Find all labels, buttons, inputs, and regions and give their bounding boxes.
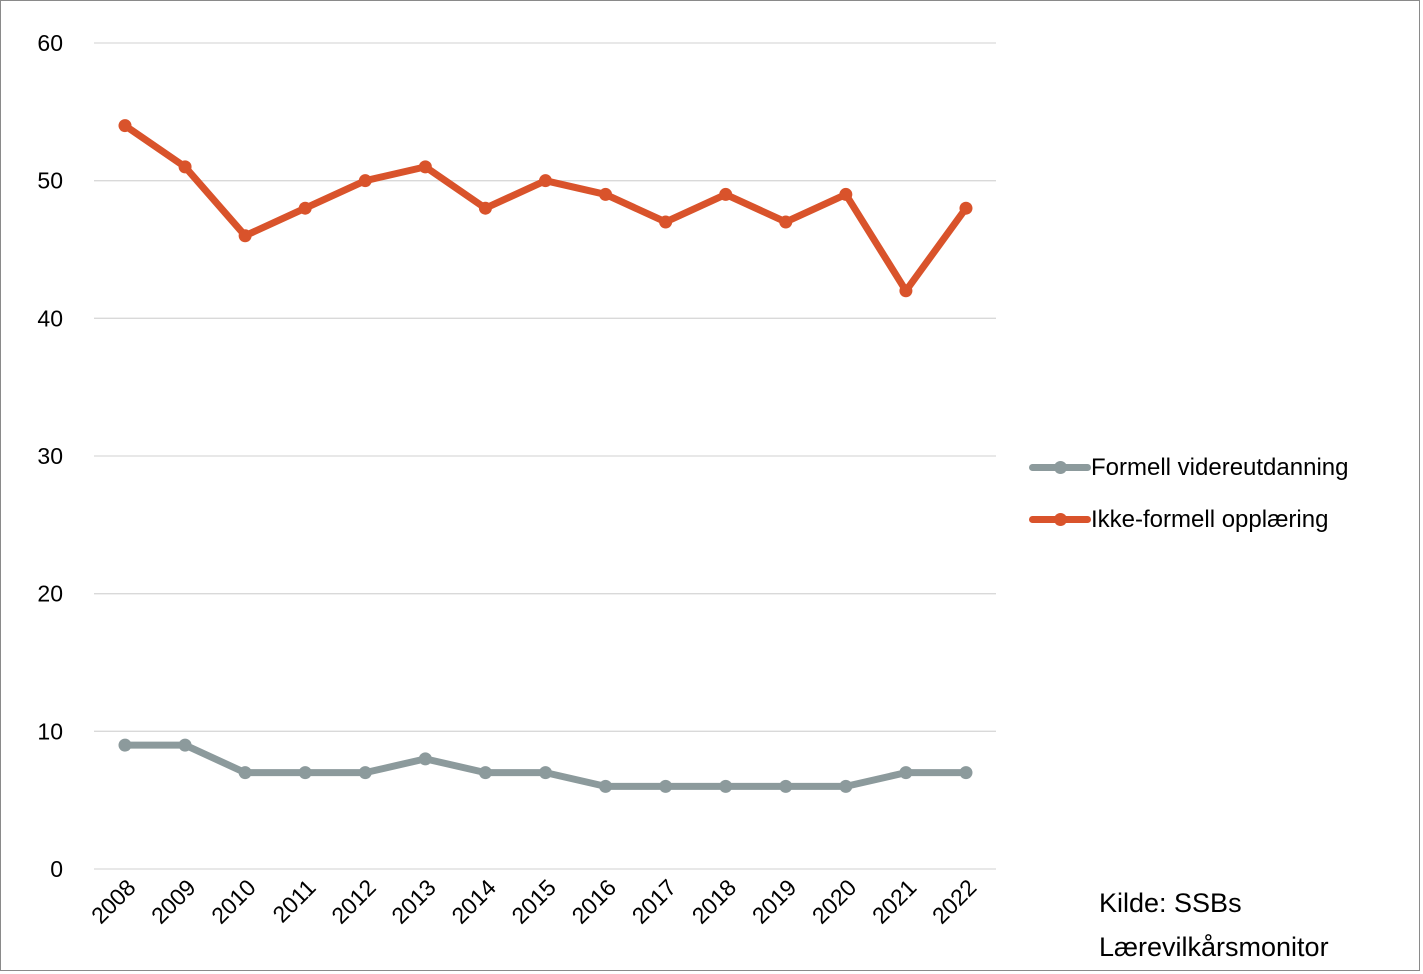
point-1-2021 <box>899 284 913 298</box>
point-0-2017 <box>659 779 673 793</box>
point-1-2014 <box>478 201 492 215</box>
x-tick-label-2008: 2008 <box>86 874 141 929</box>
point-0-2011 <box>298 766 312 780</box>
legend-item-ikke-formell: Ikke-formell opplæring <box>1029 501 1348 539</box>
legend-swatch-ikke-formell <box>1029 501 1091 539</box>
x-tick-label-2010: 2010 <box>206 874 261 929</box>
y-tick-label-20: 20 <box>37 581 63 607</box>
y-tick-label-0: 0 <box>50 856 63 882</box>
point-1-2011 <box>298 201 312 215</box>
x-tick-label-2018: 2018 <box>687 874 742 929</box>
point-0-2008 <box>118 738 132 752</box>
point-1-2015 <box>538 174 552 188</box>
point-0-2015 <box>538 766 552 780</box>
legend: Formell videreutdanning Ikke-formell opp… <box>1029 449 1348 553</box>
x-tick-label-2017: 2017 <box>627 874 682 929</box>
x-tick-label-2022: 2022 <box>927 874 982 929</box>
x-tick-label-2012: 2012 <box>326 874 381 929</box>
x-axis-ticks: 2008 2009 2010 2011 2012 2013 2014 2015 2016 2017… <box>86 874 982 929</box>
point-0-2020 <box>839 779 853 793</box>
y-tick-label-60: 60 <box>37 30 63 56</box>
point-0-2022 <box>959 766 973 780</box>
point-1-2016 <box>599 187 613 201</box>
source-note: Kilde: SSBs Lærevilkårsmonitor <box>1099 881 1329 969</box>
x-tick-label-2020: 2020 <box>807 874 862 929</box>
series-line-0 <box>121 741 970 790</box>
x-tick-label-2021: 2021 <box>867 874 922 929</box>
point-0-2019 <box>779 779 793 793</box>
y-axis-ticks: 0 10 20 30 40 50 60 <box>37 30 63 882</box>
x-tick-label-2019: 2019 <box>747 874 802 929</box>
x-tick-label-2014: 2014 <box>446 874 501 929</box>
x-tick-label-2011: 2011 <box>267 874 320 927</box>
point-0-2014 <box>478 766 492 780</box>
y-tick-label-10: 10 <box>37 718 63 744</box>
legend-swatch-formell <box>1029 449 1091 487</box>
legend-item-formell: Formell videreutdanning <box>1029 449 1348 487</box>
point-0-2010 <box>238 766 252 780</box>
point-0-2016 <box>599 779 613 793</box>
series-1 <box>118 119 973 298</box>
series-line-1 <box>121 122 970 295</box>
source-line-1: Kilde: SSBs <box>1099 888 1242 918</box>
x-tick-label-2013: 2013 <box>386 874 441 929</box>
gridlines <box>94 42 996 870</box>
point-1-2019 <box>779 215 793 229</box>
legend-label-formell: Formell videreutdanning <box>1091 454 1349 481</box>
point-0-2021 <box>899 766 913 780</box>
y-tick-label-30: 30 <box>37 443 63 469</box>
point-1-2017 <box>659 215 673 229</box>
point-1-2012 <box>358 174 372 188</box>
point-1-2008 <box>118 119 132 133</box>
point-1-2013 <box>418 160 432 174</box>
point-1-2022 <box>959 201 973 215</box>
x-tick-label-2015: 2015 <box>506 874 561 929</box>
x-tick-label-2009: 2009 <box>146 874 201 929</box>
point-1-2018 <box>719 187 733 201</box>
y-tick-label-50: 50 <box>37 168 63 194</box>
point-1-2020 <box>839 187 853 201</box>
legend-label-ikke-formell: Ikke-formell opplæring <box>1091 506 1329 533</box>
point-0-2009 <box>178 738 192 752</box>
point-0-2012 <box>358 766 372 780</box>
series-lines <box>118 119 973 793</box>
point-0-2018 <box>719 779 733 793</box>
series-0 <box>118 738 973 793</box>
point-0-2013 <box>418 752 432 766</box>
y-tick-label-40: 40 <box>37 305 63 331</box>
point-1-2009 <box>178 160 192 174</box>
source-line-2: Lærevilkårsmonitor <box>1099 932 1329 962</box>
point-1-2010 <box>238 229 252 243</box>
x-tick-label-2016: 2016 <box>567 874 622 929</box>
